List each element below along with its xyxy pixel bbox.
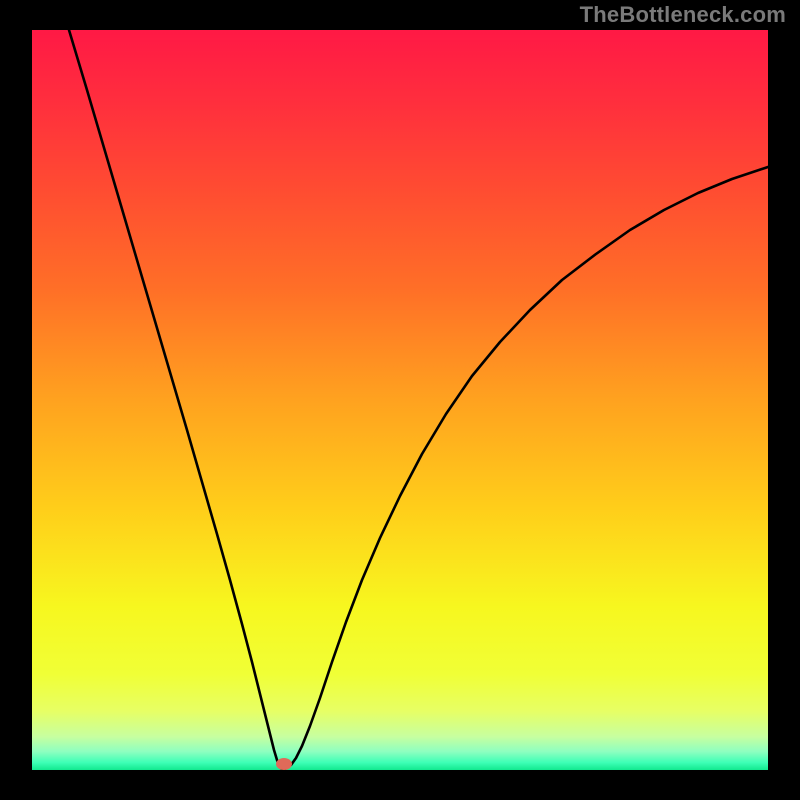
chart-frame: TheBottleneck.com <box>0 0 800 800</box>
watermark-text: TheBottleneck.com <box>580 2 786 28</box>
minimum-marker <box>276 758 292 770</box>
plot-background <box>32 30 768 770</box>
bottleneck-curve-chart <box>32 30 768 770</box>
